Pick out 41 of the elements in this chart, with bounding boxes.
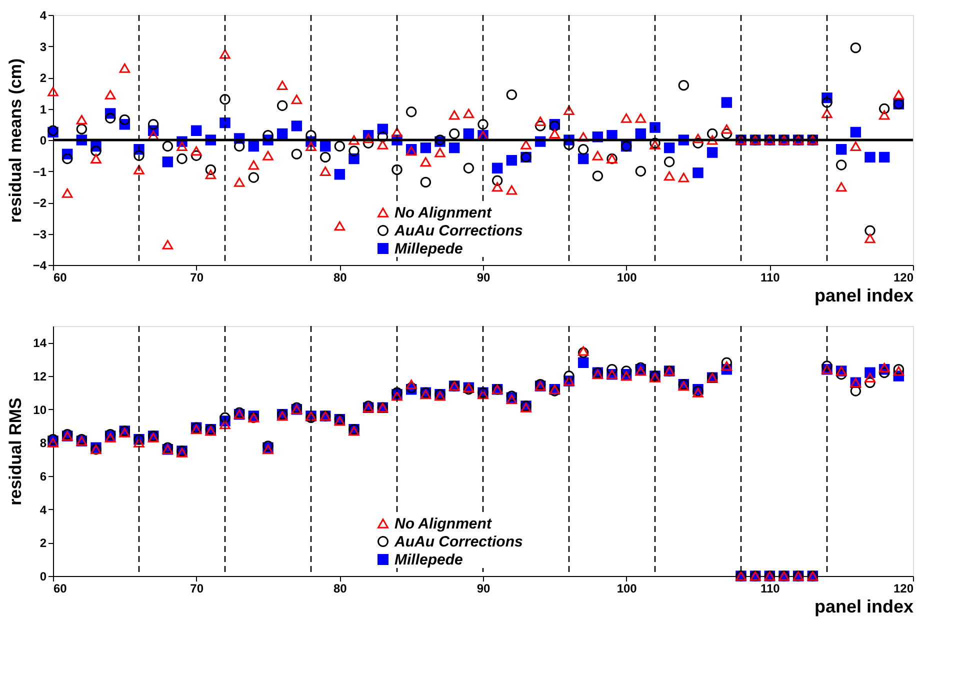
x-tick-label: 110: [760, 270, 780, 284]
y-tick-label: 0: [40, 570, 47, 584]
x-tick-label: 60: [54, 270, 68, 284]
y-tick-label: 14: [33, 336, 47, 350]
x-tick-label: 120: [893, 582, 914, 596]
legend-label: AuAu Corrections: [394, 534, 523, 550]
y-tick-label: 3: [40, 40, 47, 54]
y-tick-label: −4: [32, 258, 47, 272]
y-tick-label: 1: [40, 102, 47, 116]
legend-label: AuAu Corrections: [394, 222, 523, 240]
y-tick-label: 0: [40, 134, 47, 148]
y-tick-label: 4: [40, 502, 47, 517]
legend-label: No Alignment: [394, 516, 492, 532]
legend-label: No Alignment: [394, 204, 492, 222]
x-tick-label: 110: [760, 582, 780, 596]
y-tick-label: 12: [33, 370, 47, 384]
x-tick-label: 90: [476, 582, 490, 596]
x-tick-label: 80: [333, 270, 348, 284]
x-tick-label: 90: [476, 270, 490, 284]
y-tick-label: 8: [40, 436, 47, 450]
x-tick-label: 80: [333, 582, 348, 596]
y-axis-title: residual means (cm): [6, 58, 25, 223]
x-tick-label: 70: [190, 270, 204, 284]
y-tick-label: 4: [40, 8, 47, 22]
y-axis-title: residual RMS: [6, 398, 26, 506]
x-tick-label: 60: [54, 582, 68, 596]
y-tick-label: 2: [40, 71, 47, 85]
legend-label: Millepede: [394, 552, 463, 568]
x-tick-label: 70: [190, 582, 204, 596]
legend-label: Millepede: [394, 240, 463, 258]
y-tick-label: −2: [32, 196, 47, 210]
x-tick-label: 100: [616, 270, 638, 284]
y-tick-label: −3: [32, 227, 47, 242]
x-tick-label: 100: [616, 582, 638, 596]
y-tick-label: 2: [40, 536, 47, 550]
x-axis-title: panel index: [814, 596, 914, 616]
y-tick-label: −1: [32, 164, 47, 179]
y-tick-label: 10: [33, 402, 47, 417]
x-tick-label: 120: [893, 270, 914, 284]
y-tick-label: 6: [40, 470, 47, 484]
x-axis-title: panel index: [814, 286, 914, 306]
